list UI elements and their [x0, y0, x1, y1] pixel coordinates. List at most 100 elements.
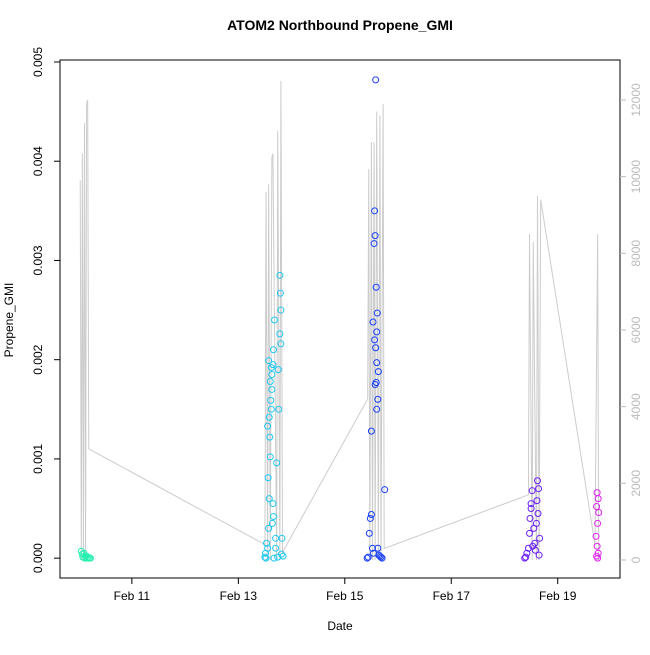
- point: [265, 413, 273, 421]
- point: [594, 495, 602, 503]
- point: [265, 357, 273, 365]
- point: [277, 340, 285, 348]
- point: [592, 532, 600, 540]
- point: [374, 395, 382, 403]
- point: [268, 371, 276, 379]
- point: [269, 500, 277, 508]
- point: [366, 514, 374, 522]
- point: [276, 289, 284, 297]
- point: [83, 554, 91, 562]
- point: [534, 509, 542, 517]
- point: [376, 552, 384, 560]
- point: [593, 503, 601, 511]
- point: [377, 553, 385, 561]
- y2-tick-label: 2000: [629, 470, 643, 497]
- point: [266, 378, 274, 386]
- point: [367, 510, 375, 518]
- point: [368, 544, 376, 552]
- point: [594, 519, 602, 527]
- point: [369, 318, 377, 326]
- y2-tick-label: 4000: [629, 393, 643, 420]
- y-tick-label: 0.004: [31, 146, 45, 176]
- point: [365, 529, 373, 537]
- point: [372, 76, 380, 84]
- point: [277, 306, 285, 314]
- point: [532, 519, 540, 527]
- point: [527, 500, 535, 508]
- point: [273, 459, 281, 467]
- y-tick-label: 0.001: [31, 444, 45, 474]
- point: [370, 240, 378, 248]
- point: [527, 505, 535, 513]
- y-tick-label: 0.005: [31, 47, 45, 77]
- point: [371, 232, 379, 240]
- x-tick-label: Feb 13: [220, 589, 258, 603]
- point: [533, 477, 541, 485]
- y2-tick-label: 8000: [629, 240, 643, 267]
- point: [371, 336, 379, 344]
- point: [374, 544, 382, 552]
- point: [269, 512, 277, 520]
- point: [535, 551, 543, 559]
- point: [373, 328, 381, 336]
- point: [261, 549, 269, 557]
- plot-box: [59, 59, 621, 579]
- point: [86, 554, 94, 562]
- point: [536, 534, 544, 542]
- point: [378, 554, 386, 562]
- point: [372, 283, 380, 291]
- point: [267, 405, 275, 413]
- point: [268, 385, 276, 393]
- point: [267, 364, 275, 372]
- y-tick-label: 0.003: [31, 245, 45, 275]
- point: [276, 271, 284, 279]
- x-axis-label: Date: [327, 619, 353, 633]
- point: [264, 422, 272, 430]
- point: [261, 553, 269, 561]
- altitude-line: [79, 80, 600, 560]
- point: [522, 553, 530, 561]
- point: [372, 344, 380, 352]
- point: [595, 509, 603, 517]
- point: [265, 495, 273, 503]
- point: [364, 553, 372, 561]
- point: [528, 487, 536, 495]
- point: [263, 539, 271, 547]
- point: [272, 544, 280, 552]
- point: [526, 529, 534, 537]
- point: [262, 554, 270, 562]
- point: [267, 396, 275, 404]
- point: [381, 486, 389, 494]
- point: [535, 485, 543, 493]
- point: [526, 514, 534, 522]
- point: [269, 346, 277, 354]
- y-tick-label: 0.000: [31, 543, 45, 573]
- point: [367, 427, 375, 435]
- y-axis-label: Propene_GMI: [2, 283, 16, 358]
- point: [270, 554, 278, 562]
- point: [373, 405, 381, 413]
- point: [374, 368, 382, 376]
- point: [266, 453, 274, 461]
- point: [274, 366, 282, 374]
- point: [275, 405, 283, 413]
- x-tick-label: Feb 15: [326, 589, 364, 603]
- point: [266, 433, 274, 441]
- point: [278, 534, 286, 542]
- point: [272, 534, 280, 542]
- point: [279, 552, 287, 560]
- point: [274, 553, 282, 561]
- y2-tick-label: 10000: [629, 160, 643, 194]
- point: [373, 359, 381, 367]
- point: [264, 474, 272, 482]
- point: [533, 497, 541, 505]
- point: [363, 554, 371, 562]
- y-tick-label: 0.002: [31, 344, 45, 374]
- y2-tick-label: 6000: [629, 316, 643, 343]
- x-tick-label: Feb 11: [114, 589, 151, 603]
- point: [594, 554, 602, 562]
- point: [523, 549, 531, 557]
- point: [265, 524, 273, 532]
- x-tick-label: Feb 17: [433, 589, 471, 603]
